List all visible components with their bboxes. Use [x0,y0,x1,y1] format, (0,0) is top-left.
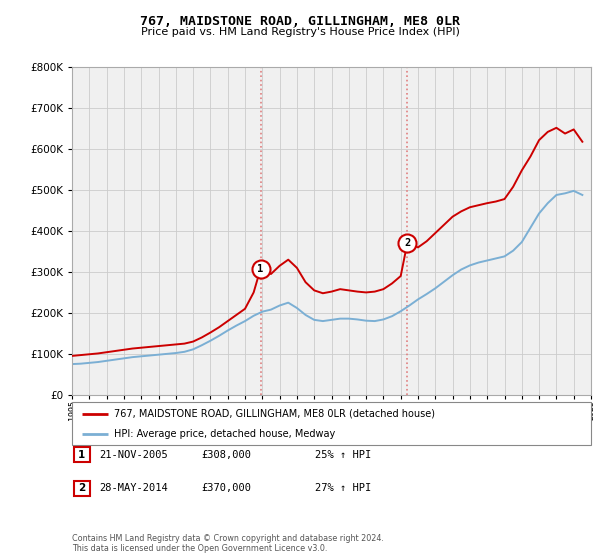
Text: 2: 2 [78,483,86,493]
Text: 767, MAIDSTONE ROAD, GILLINGHAM, ME8 0LR (detached house): 767, MAIDSTONE ROAD, GILLINGHAM, ME8 0LR… [113,409,434,419]
Text: Price paid vs. HM Land Registry's House Price Index (HPI): Price paid vs. HM Land Registry's House … [140,27,460,37]
Text: 1: 1 [257,264,263,274]
Text: £370,000: £370,000 [201,483,251,493]
Text: 27% ↑ HPI: 27% ↑ HPI [315,483,371,493]
Text: 25% ↑ HPI: 25% ↑ HPI [315,450,371,460]
Text: £308,000: £308,000 [201,450,251,460]
Bar [74,480,90,496]
Text: 28-MAY-2014: 28-MAY-2014 [99,483,168,493]
Text: 21-NOV-2005: 21-NOV-2005 [99,450,168,460]
Text: 2: 2 [404,239,410,248]
Text: 1: 1 [78,450,86,460]
Text: Contains HM Land Registry data © Crown copyright and database right 2024.
This d: Contains HM Land Registry data © Crown c… [72,534,384,553]
Bar [74,447,90,463]
Text: 767, MAIDSTONE ROAD, GILLINGHAM, ME8 0LR: 767, MAIDSTONE ROAD, GILLINGHAM, ME8 0LR [140,15,460,27]
Text: HPI: Average price, detached house, Medway: HPI: Average price, detached house, Medw… [113,430,335,439]
